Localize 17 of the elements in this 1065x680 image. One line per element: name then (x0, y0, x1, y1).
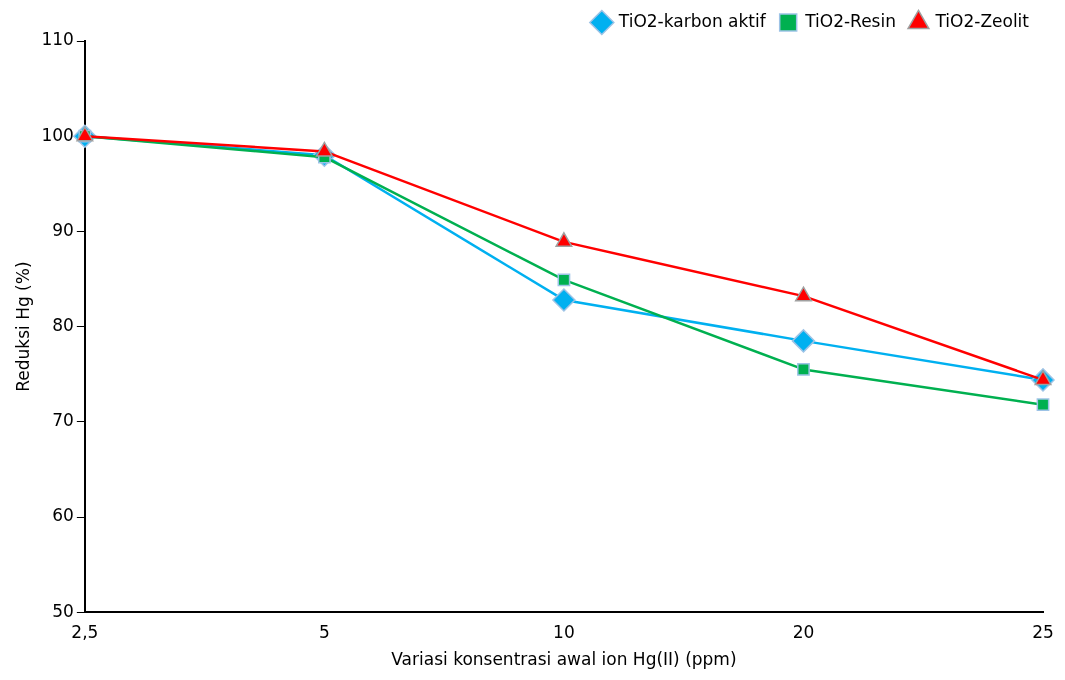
x-tick-label: 20 (792, 621, 815, 642)
x-tick-label: 2,5 (71, 621, 99, 642)
legend-label: TiO2-Zeolit (934, 10, 1030, 31)
y-tick-label: 60 (52, 505, 74, 526)
y-tick-label: 110 (41, 29, 74, 50)
legend-label: TiO2-karbon aktif (617, 10, 767, 31)
x-tick-label: 5 (318, 621, 330, 642)
x-tick-label: 25 (1032, 621, 1054, 642)
x-tick-label: 10 (553, 621, 575, 642)
y-tick-label: 80 (52, 315, 74, 336)
x-axis-title: Variasi konsentrasi awal ion Hg(II) (ppm) (391, 649, 737, 670)
legend-label: TiO2-Resin (804, 10, 896, 31)
y-tick-label: 50 (52, 600, 74, 621)
y-axis-title: Reduksi Hg (%) (12, 261, 33, 392)
y-tick-label: 70 (52, 410, 74, 431)
y-tick-label: 100 (41, 124, 74, 145)
y-tick-label: 90 (52, 219, 74, 240)
